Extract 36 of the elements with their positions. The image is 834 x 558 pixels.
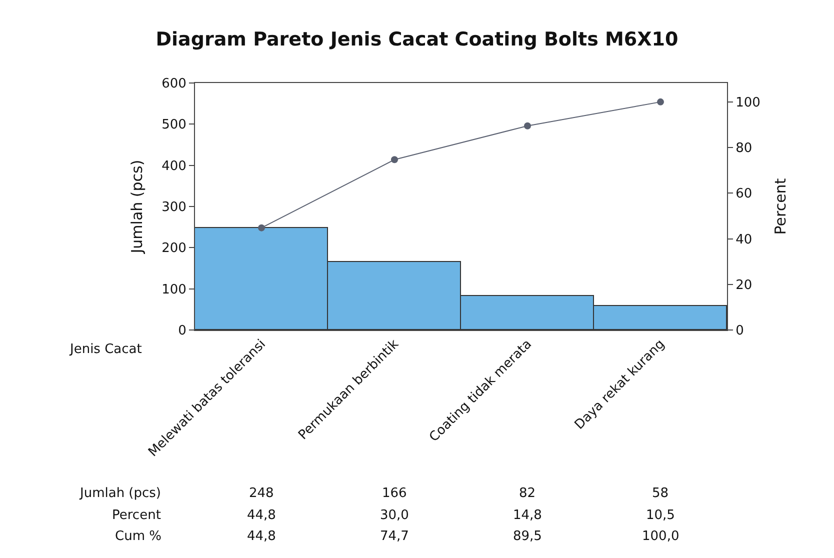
point	[657, 98, 664, 106]
text: 10,5	[646, 508, 675, 523]
point	[524, 122, 531, 130]
data-label: 58	[652, 486, 669, 501]
y-tick-label: 100	[162, 282, 186, 298]
point	[391, 156, 398, 164]
y-tick-label: 600	[162, 76, 186, 92]
y2-tick-label: 80	[736, 141, 752, 156]
y-tick-label: 500	[162, 118, 186, 133]
text: 14,8	[513, 508, 542, 523]
data-label: 82	[519, 486, 536, 501]
text: Percent	[112, 508, 161, 523]
data-label: 166	[382, 486, 407, 501]
y2-tick-label: 40	[736, 232, 752, 248]
y-tick-label: 200	[162, 241, 186, 256]
data-label: 74,7	[380, 529, 409, 544]
text: Jumlah (pcs)	[79, 486, 162, 501]
y2-tick-label: 0	[736, 324, 744, 339]
text: 44,8	[247, 508, 276, 523]
x-axis-title: Jenis Cacat	[69, 342, 142, 357]
data-label: 89,5	[513, 529, 542, 544]
y2-tick-label: 100	[736, 95, 760, 110]
point	[258, 224, 265, 232]
chart-title: Diagram Pareto Jenis Cacat Coating Bolts M6X10	[156, 28, 678, 51]
data-label: 44,8	[247, 529, 276, 544]
y2-tick-label: 60	[736, 186, 752, 202]
text: 30,0	[380, 508, 409, 523]
y-tick-label: 0	[178, 324, 186, 339]
y-axis-title: Jumlah (pcs)	[128, 160, 146, 254]
y2-tick-label: 20	[736, 278, 752, 293]
data-label: 248	[249, 486, 274, 501]
data-label: 100,0	[642, 529, 680, 544]
y-tick-label: 400	[162, 158, 186, 174]
y2-axis-title: Percent	[771, 178, 790, 235]
text: Cum %	[115, 529, 162, 544]
y-tick-label: 300	[162, 200, 186, 216]
